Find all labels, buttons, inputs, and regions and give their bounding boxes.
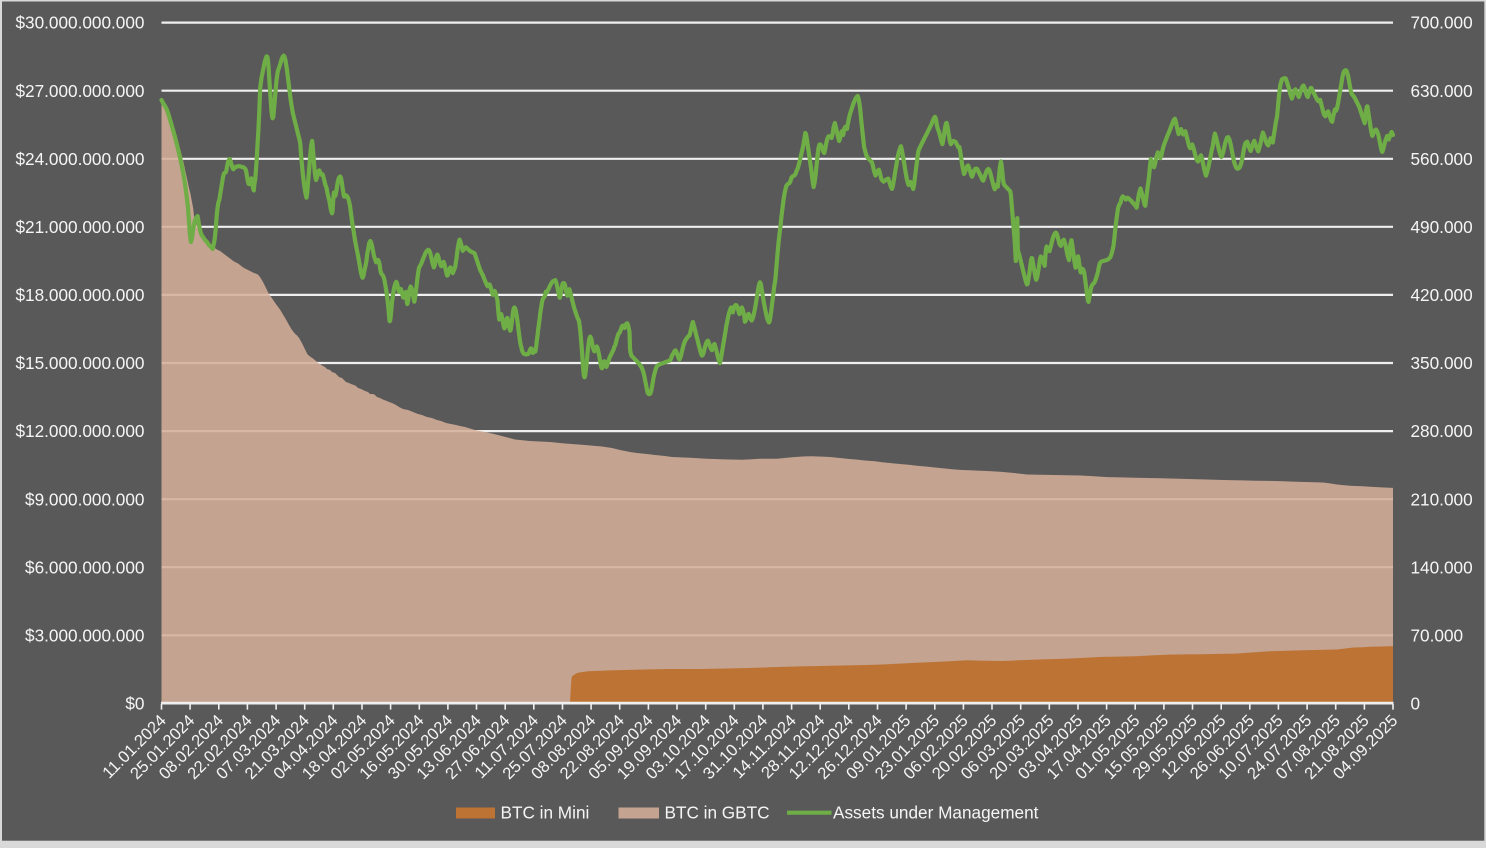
- svg-text:Assets under Management: Assets under Management: [833, 802, 1039, 822]
- svg-text:490.000: 490.000: [1411, 217, 1473, 237]
- svg-text:$6.000.000.000: $6.000.000.000: [25, 557, 144, 577]
- svg-text:210.000: 210.000: [1411, 489, 1473, 509]
- svg-text:700.000: 700.000: [1411, 13, 1473, 33]
- svg-text:$0: $0: [125, 694, 144, 714]
- svg-text:280.000: 280.000: [1411, 421, 1473, 441]
- svg-text:140.000: 140.000: [1411, 557, 1473, 577]
- svg-text:$9.000.000.000: $9.000.000.000: [25, 489, 144, 509]
- svg-text:$15.000.000.000: $15.000.000.000: [15, 353, 144, 373]
- svg-text:630.000: 630.000: [1411, 81, 1473, 101]
- svg-text:$24.000.000.000: $24.000.000.000: [15, 149, 144, 169]
- svg-text:560.000: 560.000: [1411, 149, 1473, 169]
- svg-text:$30.000.000.000: $30.000.000.000: [15, 13, 144, 33]
- svg-text:$18.000.000.000: $18.000.000.000: [15, 285, 144, 305]
- svg-text:BTC in GBTC: BTC in GBTC: [665, 802, 770, 822]
- svg-text:BTC in Mini: BTC in Mini: [501, 802, 590, 822]
- svg-text:$12.000.000.000: $12.000.000.000: [15, 421, 144, 441]
- svg-text:420.000: 420.000: [1411, 285, 1473, 305]
- svg-text:$21.000.000.000: $21.000.000.000: [15, 217, 144, 237]
- svg-text:70.000: 70.000: [1411, 625, 1464, 645]
- svg-text:0: 0: [1411, 694, 1421, 714]
- svg-text:350.000: 350.000: [1411, 353, 1473, 373]
- svg-text:$27.000.000.000: $27.000.000.000: [15, 81, 144, 101]
- svg-text:$3.000.000.000: $3.000.000.000: [25, 625, 144, 645]
